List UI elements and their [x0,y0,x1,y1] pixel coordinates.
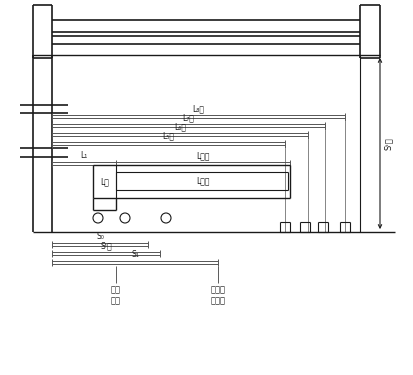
Text: L剪: L剪 [100,177,109,186]
Text: L毛块: L毛块 [196,151,210,160]
Text: L₈测: L₈测 [192,104,204,113]
Text: S₁: S₁ [131,250,139,259]
Text: 二次夹
板位置: 二次夹 板位置 [211,285,225,305]
Text: L₆测: L₆测 [174,122,186,131]
Text: L₅测: L₅测 [162,131,175,140]
Text: L成品: L成品 [196,177,210,186]
Text: S₀: S₀ [96,232,104,241]
Text: L₇测: L₇测 [183,113,195,122]
Text: Sᵗ夹: Sᵗ夹 [100,241,112,250]
Text: L₁: L₁ [81,151,88,160]
Text: 初始
位置: 初始 位置 [111,285,121,305]
Text: Sᵗ平: Sᵗ平 [384,137,393,150]
